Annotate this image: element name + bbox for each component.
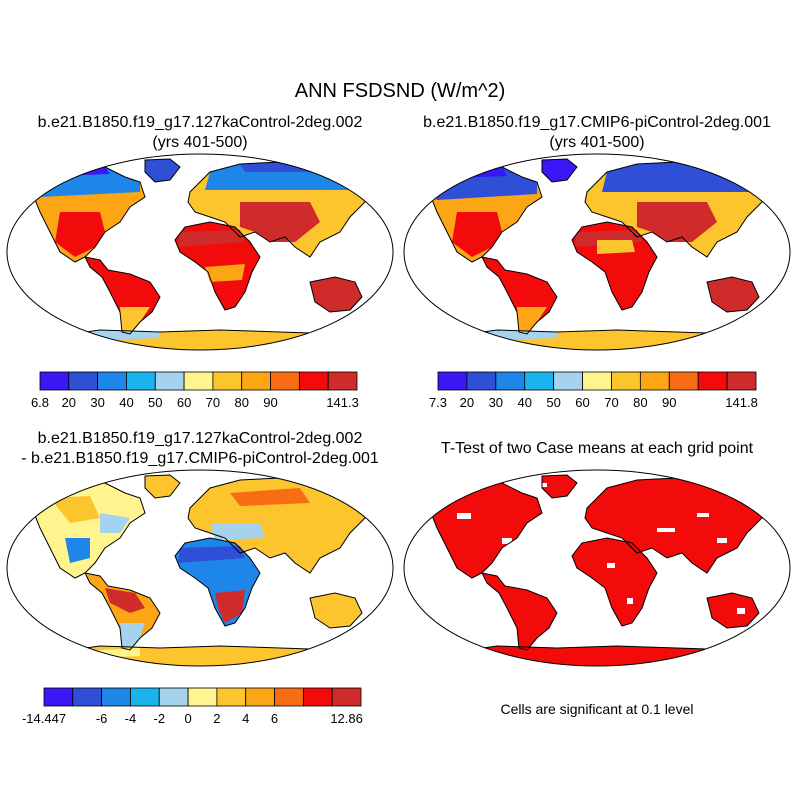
colorbar-3-box-3 [130, 687, 160, 707]
panel-2-colorbar: 7.3 20 30 40 50 60 70 80 90 141.8 [429, 371, 758, 410]
significant-region-6 [422, 646, 772, 666]
colorbar-2-label-4: 50 [546, 395, 560, 410]
colorbar-1-box-10 [327, 371, 358, 391]
colorbar-1-label-6: 70 [206, 395, 220, 410]
colorbar-3-box-10 [331, 687, 362, 707]
colorbar-2-box-7 [639, 371, 670, 391]
colorbar-3-box-8 [274, 687, 304, 707]
colorbar-2-box-4 [553, 371, 583, 391]
colorbar-2-box-9 [697, 371, 728, 391]
colorbar-3-label-5: 2 [213, 711, 220, 726]
panel-2-title-line2: (yrs 401-500) [549, 134, 644, 151]
panel-4-title: T-Test of two Case means at each grid po… [441, 440, 754, 457]
panel-2-map [404, 154, 790, 350]
panel-4-map [404, 470, 790, 666]
colorbar-1-label-7: 80 [234, 395, 248, 410]
non-significant-cell-1 [502, 538, 512, 544]
colorbar-1-label-1: 20 [62, 395, 76, 410]
panel-3-map [7, 470, 393, 666]
non-significant-cell-3 [657, 528, 675, 532]
colorbar-1-box-9 [298, 371, 329, 391]
colorbar-1-label-2: 30 [90, 395, 104, 410]
panel-3-colorbar: -14.447 -6 -4 -2 0 2 4 6 12.86 [22, 687, 363, 726]
colorbar-2-box-0 [437, 371, 468, 391]
panel-1-title-line1: b.e21.B1850.f19_g17.127kaControl-2deg.00… [38, 114, 363, 131]
colorbar-3-label-0: -14.447 [22, 711, 66, 726]
main-title: ANN FSDSND (W/m^2) [295, 80, 506, 102]
colorbar-3-box-7 [245, 687, 275, 707]
colorbar-3-label-7: 6 [271, 711, 278, 726]
significant-region-0 [429, 478, 542, 578]
colorbar-1-label-0: 6.8 [31, 395, 49, 410]
colorbar-1-box-3 [126, 371, 156, 391]
colorbar-2-box-5 [582, 371, 612, 391]
colorbar-3-label-8: 12.86 [330, 711, 363, 726]
colorbar-1-label-3: 40 [119, 395, 133, 410]
colorbar-2-label-6: 70 [604, 395, 618, 410]
colorbar-3-label-6: 4 [242, 711, 249, 726]
significant-region-1 [542, 475, 577, 498]
panel-3-title-line1: b.e21.B1850.f19_g17.127kaControl-2deg.00… [38, 430, 363, 447]
colorbar-1-box-2 [97, 371, 127, 391]
panel-1-map [7, 154, 393, 350]
colorbar-3-label-1: -6 [96, 711, 108, 726]
colorbar-1-label-4: 50 [148, 395, 162, 410]
colorbar-1-box-8 [270, 371, 300, 391]
colorbar-3-label-2: -4 [125, 711, 137, 726]
colorbar-2-box-8 [668, 371, 699, 391]
colorbar-1-box-4 [154, 371, 185, 391]
colorbar-3-label-4: 0 [184, 711, 191, 726]
colorbar-3-box-1 [72, 687, 103, 707]
colorbar-3-box-6 [216, 687, 247, 707]
colorbar-1-box-5 [183, 371, 214, 391]
colorbar-1-box-7 [241, 371, 271, 391]
colorbar-1-label-5: 60 [177, 395, 191, 410]
colorbar-1-label-9: 141.3 [326, 395, 359, 410]
colorbar-3-box-4 [158, 687, 189, 707]
panel-1-title-line2: (yrs 401-500) [152, 134, 247, 151]
colorbar-2-label-5: 60 [575, 395, 589, 410]
colorbar-2-label-2: 30 [489, 395, 503, 410]
panel-top-right: b.e21.B1850.f19_g17.CMIP6-piControl-2deg… [403, 114, 791, 410]
colorbar-2-box-1 [466, 371, 497, 391]
colorbar-1-box-1 [68, 371, 99, 391]
significance-note: Cells are significant at 0.1 level [501, 701, 694, 717]
colorbar-2-label-7: 80 [633, 395, 647, 410]
colorbar-2-label-0: 7.3 [429, 395, 447, 410]
panel-bottom-left: b.e21.B1850.f19_g17.127kaControl-2deg.00… [6, 430, 394, 726]
panel-top-left: b.e21.B1850.f19_g17.127kaControl-2deg.00… [6, 114, 394, 410]
colorbar-2-box-6 [611, 371, 641, 391]
colorbar-3-box-2 [101, 687, 131, 707]
non-significant-cell-4 [717, 538, 727, 543]
significant-region-4 [572, 538, 657, 626]
colorbar-2-label-9: 141.8 [725, 395, 758, 410]
colorbar-2-label-8: 90 [662, 395, 676, 410]
significant-region-3 [585, 478, 772, 573]
colorbar-3-box-5 [187, 687, 218, 707]
colorbar-2-label-3: 40 [517, 395, 531, 410]
non-significant-cell-2 [607, 563, 615, 568]
significant-region-5 [707, 593, 759, 628]
colorbar-3-box-0 [43, 687, 74, 707]
colorbar-3-label-3: -2 [153, 711, 165, 726]
colorbar-2-box-10 [726, 371, 757, 391]
colorbar-2-box-3 [524, 371, 555, 391]
panel-2-title-line1: b.e21.B1850.f19_g17.CMIP6-piControl-2deg… [423, 114, 771, 131]
non-significant-cell-6 [737, 608, 745, 614]
significant-region-2 [482, 573, 557, 650]
panel-bottom-right: T-Test of two Case means at each grid po… [403, 440, 791, 717]
panel-3-title-line2: - b.e21.B1850.f19_g17.CMIP6-piControl-2d… [21, 450, 379, 467]
non-significant-cell-8 [627, 598, 633, 604]
panel-1-colorbar: 6.8 20 30 40 50 60 70 80 90 141.3 [31, 371, 359, 410]
non-significant-cell-0 [457, 513, 471, 519]
colorbar-2-label-1: 20 [460, 395, 474, 410]
colorbar-1-label-8: 90 [263, 395, 277, 410]
colorbar-2-box-2 [495, 371, 526, 391]
colorbar-1-box-6 [212, 371, 243, 391]
colorbar-1-box-0 [39, 371, 70, 391]
non-significant-cell-5 [697, 513, 709, 517]
colorbar-3-box-9 [302, 687, 333, 707]
